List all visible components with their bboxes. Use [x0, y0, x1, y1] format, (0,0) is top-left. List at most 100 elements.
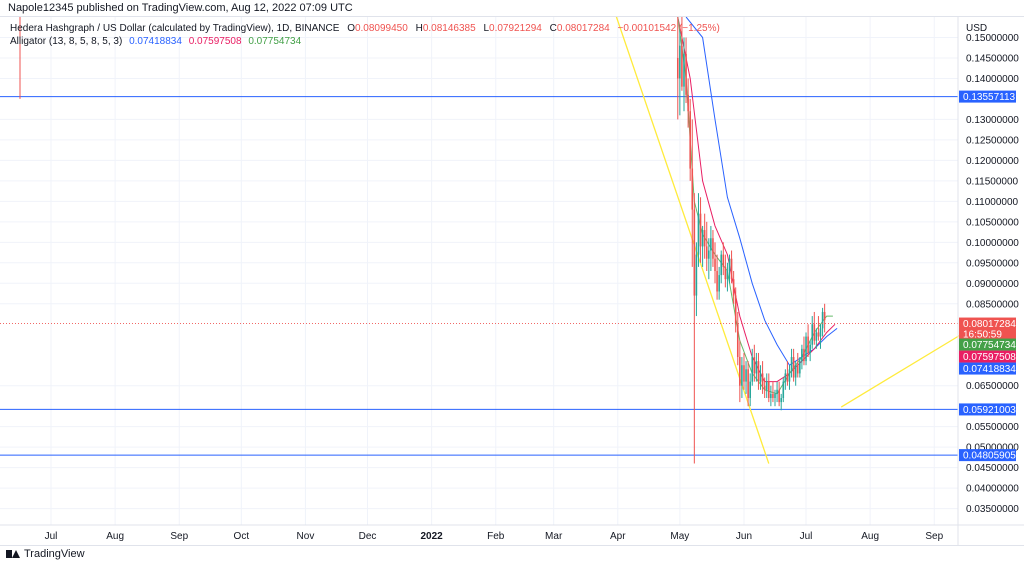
candle-body: [823, 311, 826, 321]
price-tag: [959, 317, 1016, 340]
candle-body: [799, 361, 801, 374]
candle-body: [718, 275, 720, 292]
chart-panel[interactable]: USD 0.15000000 0.14500000 0.14000000 0.1300…: [0, 16, 1024, 546]
candle-body: [776, 389, 778, 394]
y-tick-label: 0.04000000: [966, 484, 1019, 495]
candle: [765, 373, 768, 398]
candle: [782, 377, 785, 403]
legend-o-value: 0.08099450: [355, 23, 408, 34]
candle-body: [763, 385, 766, 390]
candle: [679, 29, 681, 116]
candle: [778, 381, 780, 407]
candle-body: [796, 365, 799, 374]
candle: [813, 311, 816, 345]
level-price-tag-label: 0.05921003: [963, 405, 1016, 416]
x-tick-label: Aug: [106, 531, 124, 542]
candle: [757, 352, 760, 390]
x-tick-label: Nov: [297, 531, 315, 542]
legend-h-value: 0.08146385: [423, 23, 476, 34]
candle-body: [716, 271, 718, 292]
candle: [736, 311, 739, 366]
candle: [730, 250, 733, 284]
y-tick-label: 0.13000000: [966, 115, 1019, 126]
candle: [788, 365, 791, 390]
candle-body: [803, 348, 805, 362]
candle-body: [792, 357, 795, 378]
candle: [676, 17, 679, 120]
candle-body: [685, 53, 687, 95]
candle-body: [730, 258, 733, 280]
candle-body: [790, 357, 793, 370]
candle-body: [772, 393, 774, 398]
candle-body: [703, 230, 706, 247]
candle: [805, 332, 807, 366]
candle: [722, 242, 725, 276]
candle: [689, 98, 691, 181]
candle: [743, 352, 745, 390]
x-tick-label: Feb: [487, 531, 505, 542]
candle-body: [774, 393, 776, 398]
publisher-line: Napole12345 published on TradingView.com…: [8, 2, 353, 14]
legend-o-label: O: [347, 23, 355, 34]
level-price-tag: [959, 403, 1016, 416]
candle: [724, 254, 727, 288]
candle: [821, 307, 824, 337]
candle: [753, 344, 756, 382]
y-tick-label: 0.11500000: [966, 176, 1019, 187]
y-tick-label: 0.08500000: [966, 299, 1019, 310]
level-price-tag: [959, 449, 1016, 462]
x-tick-label: Dec: [359, 531, 377, 542]
price-chart[interactable]: USD 0.15000000 0.14500000 0.14000000 0.1300…: [0, 17, 1024, 545]
trendline: [615, 17, 770, 464]
candle-body: [712, 238, 714, 259]
legend-change: −0.00101542 (−1.25%): [618, 23, 720, 34]
candle-body: [755, 361, 758, 374]
candle-body: [745, 369, 747, 382]
candle: [734, 287, 737, 333]
candle-body: [815, 332, 818, 341]
currency-label: USD: [966, 23, 987, 34]
alligator-lips-line: [677, 17, 833, 395]
candle-body: [676, 57, 679, 79]
candle-body: [813, 324, 816, 341]
x-tick-label: Aug: [861, 531, 879, 542]
price-tag-label: 0.08017284: [963, 319, 1016, 330]
x-tick-label: Sep: [925, 531, 943, 542]
candle-body: [757, 361, 760, 382]
candle-body: [693, 209, 696, 296]
candle: [741, 357, 743, 398]
candle-body: [811, 324, 814, 345]
y-tick-label: 0.03500000: [966, 504, 1019, 515]
candle: [792, 348, 795, 382]
y-tick-label: 0.04500000: [966, 463, 1019, 474]
candle-body: [739, 357, 741, 386]
legend: Hedera Hashgraph / US Dollar (calculated…: [10, 23, 720, 47]
legend-h-label: H: [416, 23, 423, 34]
y-tick-label: 0.09500000: [966, 258, 1019, 269]
candle: [767, 373, 770, 403]
candle-body: [743, 365, 745, 382]
y-tick-label: 0.14000000: [966, 74, 1019, 85]
legend-l-label: L: [483, 23, 489, 34]
x-tick-label: Jul: [800, 531, 813, 542]
candle: [755, 352, 758, 382]
candles: [676, 17, 826, 464]
candle: [786, 361, 789, 386]
footer-brand[interactable]: TradingView: [6, 548, 85, 560]
candle: [728, 254, 731, 284]
candle: [732, 271, 735, 304]
legend-teeth-value: 0.07597508: [189, 36, 242, 47]
candle-body: [710, 238, 712, 251]
candle-body: [687, 94, 689, 112]
candle: [739, 340, 741, 403]
x-tick-label: May: [670, 531, 689, 542]
legend-lips-value: 0.07754734: [248, 36, 301, 47]
price-tag: [959, 362, 1016, 375]
legend-c-label: C: [550, 23, 557, 34]
candle-body: [770, 393, 772, 398]
candle-body: [807, 336, 809, 353]
candle-body: [720, 254, 723, 276]
candle-body: [697, 213, 700, 255]
x-axis-ticks: Jul Aug Sep Oct Nov Dec 2022 Feb Mar Apr May Jun Jul…: [45, 531, 944, 542]
candle-body: [778, 389, 780, 403]
